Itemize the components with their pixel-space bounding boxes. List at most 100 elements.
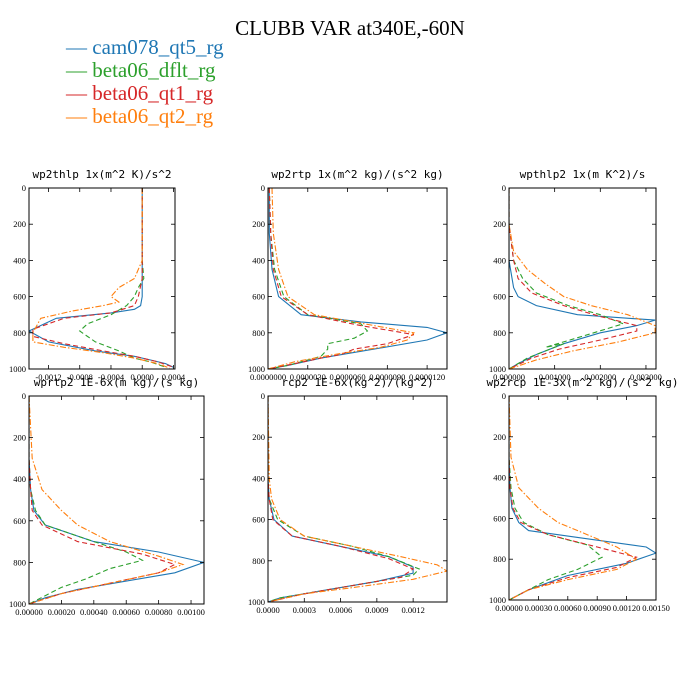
y-tick-label: 200 bbox=[13, 219, 26, 229]
y-tick-label: 800 bbox=[252, 328, 265, 338]
x-tick-label: 0.0000 bbox=[131, 372, 154, 382]
series-line-cam078_qt5_rg bbox=[268, 188, 447, 369]
y-tick-label: 600 bbox=[13, 292, 26, 302]
panel-2: wp2rtp 1x(m^2 kg)/(s^2 kg) 0 200 400 600 800 1… bbox=[248, 168, 448, 382]
x-tick-label: 0.0006 bbox=[329, 605, 352, 615]
panel-6: wp2rcp 1E-3x(m^2 kg)/(s^2 kg) 0 200 400 600 8… bbox=[486, 376, 678, 613]
legend: — cam078_qt5_rg — beta06_dflt_rg — beta0… bbox=[66, 36, 224, 128]
series-line-beta06_qt2_rg bbox=[268, 188, 415, 369]
panel-title: wpthlp2 1x(m K^2)/s bbox=[520, 168, 646, 181]
x-tick-label: 0.0000 bbox=[256, 605, 279, 615]
x-tick-label: 0.00060 bbox=[112, 607, 140, 617]
y-tick-label: 600 bbox=[13, 516, 26, 526]
y-tick-label: 800 bbox=[493, 554, 506, 564]
x-tick-label: 0.0000090 bbox=[369, 372, 405, 382]
x-tick-label: 0.00030 bbox=[525, 603, 553, 613]
x-tick-label: -0.0004 bbox=[98, 372, 125, 382]
y-tick-label: 1000 bbox=[9, 599, 26, 609]
panel-3: wpthlp2 1x(m K^2)/s020040060080010000.00… bbox=[489, 168, 662, 382]
y-tick-label: 600 bbox=[252, 515, 265, 525]
series-line-beta06_dflt_rg bbox=[509, 188, 625, 369]
y-tick-label: 200 bbox=[252, 432, 265, 442]
series-line-beta06_dflt_rg bbox=[268, 188, 369, 369]
page-title: CLUBB VAR at340E,-60N bbox=[235, 16, 465, 40]
legend-item-dflt: — beta06_dflt_rg bbox=[66, 59, 224, 82]
plot-frame bbox=[508, 395, 657, 601]
y-tick-label: 0 bbox=[261, 391, 265, 401]
series-line-beta06_qt2_rg bbox=[29, 396, 185, 604]
series-line-beta06_qt2_rg bbox=[509, 188, 656, 369]
x-tick-label: 0.0009 bbox=[365, 605, 388, 615]
legend-label: beta06_dflt_rg bbox=[92, 58, 216, 82]
panel-title: rcp2 1E-6x(kg^2)/(kg^2) bbox=[281, 376, 433, 389]
y-tick-label: 800 bbox=[252, 556, 265, 566]
series-line-beta06_qt2_rg bbox=[509, 396, 638, 600]
series-line-beta06_dflt_rg bbox=[29, 396, 144, 604]
series-line-beta06_qt1_rg bbox=[32, 188, 174, 368]
y-tick-label: 800 bbox=[493, 328, 506, 338]
legend-swatch: — bbox=[66, 104, 87, 128]
y-tick-label: 400 bbox=[493, 473, 506, 483]
panel-4: wprtp2 1E-6x(m kg)/(s kg) 0 200 400 600 800 10… bbox=[9, 376, 205, 617]
x-tick-label: 0.00020 bbox=[48, 607, 76, 617]
legend-item-qt2: — beta06_qt2_rg bbox=[66, 105, 224, 128]
legend-item-qt1: — beta06_qt1_rg bbox=[66, 82, 224, 105]
x-tick-label: 0.00080 bbox=[145, 607, 173, 617]
legend-label: beta06_qt1_rg bbox=[92, 81, 214, 105]
y-tick-label: 200 bbox=[493, 432, 506, 442]
x-tick-label: 0.00090 bbox=[583, 603, 611, 613]
y-tick-label: 400 bbox=[252, 255, 265, 265]
legend-swatch: — bbox=[66, 35, 87, 59]
legend-swatch: — bbox=[66, 58, 87, 82]
plot-frame bbox=[267, 187, 448, 370]
panel-title: wp2thlp 1x(m^2 K)/s^2 bbox=[32, 168, 171, 181]
series-line-beta06_dflt_rg bbox=[78, 188, 166, 368]
legend-label: cam078_qt5_rg bbox=[92, 35, 224, 59]
plot-frame bbox=[28, 395, 205, 605]
y-tick-label: 0 bbox=[22, 391, 26, 401]
y-tick-label: 200 bbox=[13, 433, 26, 443]
y-tick-label: 0 bbox=[22, 183, 26, 193]
x-tick-label: 0.00060 bbox=[554, 603, 582, 613]
y-tick-label: 0 bbox=[502, 391, 506, 401]
x-tick-label: 0.0000060 bbox=[329, 372, 365, 382]
y-tick-label: 1000 bbox=[489, 364, 506, 374]
x-tick-label: 0.0000120 bbox=[409, 372, 445, 382]
panel-title: wp2rcp 1E-3x(m^2 kg)/(s^2 kg) bbox=[486, 376, 678, 389]
series-line-beta06_qt1_rg bbox=[268, 396, 415, 602]
y-tick-label: 400 bbox=[493, 255, 506, 265]
plot-frame bbox=[28, 187, 176, 370]
legend-swatch: — bbox=[66, 81, 87, 105]
y-tick-label: 200 bbox=[252, 219, 265, 229]
x-tick-label: 0.00150 bbox=[642, 603, 670, 613]
y-tick-label: 0 bbox=[502, 183, 506, 193]
y-tick-label: 400 bbox=[13, 474, 26, 484]
y-tick-label: 400 bbox=[13, 255, 26, 265]
series-line-beta06_qt1_rg bbox=[509, 396, 638, 600]
x-tick-label: 0.002000 bbox=[584, 372, 616, 382]
series-line-cam078_qt5_rg bbox=[29, 396, 204, 604]
legend-label: beta06_qt2_rg bbox=[92, 104, 214, 128]
x-tick-label: 0.00040 bbox=[80, 607, 108, 617]
legend-item-cam078: — cam078_qt5_rg bbox=[66, 36, 224, 59]
plot-frame bbox=[508, 187, 657, 370]
x-tick-label: 0.001000 bbox=[539, 372, 571, 382]
y-tick-label: 1000 bbox=[489, 595, 506, 605]
x-tick-label: 0.0000000 bbox=[250, 372, 286, 382]
y-tick-label: 600 bbox=[252, 292, 265, 302]
series-line-beta06_dflt_rg bbox=[268, 396, 421, 602]
panel-title: wprtp2 1E-6x(m kg)/(s kg) bbox=[34, 376, 200, 389]
y-tick-label: 800 bbox=[13, 328, 26, 338]
series-line-beta06_qt2_rg bbox=[32, 188, 170, 369]
y-tick-label: 800 bbox=[13, 557, 26, 567]
y-tick-label: 200 bbox=[493, 219, 506, 229]
x-tick-label: 0.003000 bbox=[630, 372, 662, 382]
series-line-beta06_qt2_rg bbox=[268, 396, 447, 602]
y-tick-label: 1000 bbox=[9, 364, 26, 374]
x-tick-label: 0.000000 bbox=[493, 372, 525, 382]
panel-5: rcp2 1E-6x(kg^2)/(kg^2) 0 200 400 600 800 1000… bbox=[248, 376, 448, 615]
panel-1: wp2thlp 1x(m^2 K)/s^2 0 200 400 600 800 1000 -0… bbox=[9, 168, 186, 382]
x-tick-label: -0.0012 bbox=[35, 372, 61, 382]
series-line-beta06_qt1_rg bbox=[268, 188, 415, 369]
